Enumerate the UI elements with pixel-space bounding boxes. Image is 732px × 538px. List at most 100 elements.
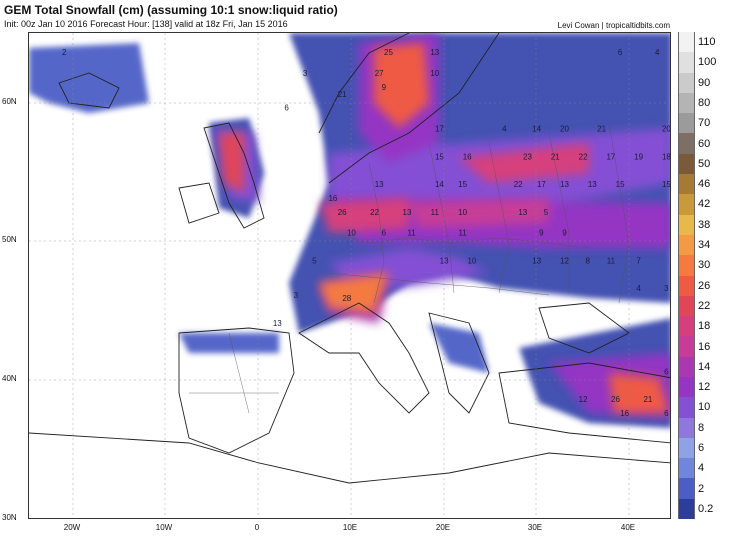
snowfall-value-label: 9	[382, 83, 387, 92]
lat-label-40n: 40N	[2, 374, 17, 383]
map-header: GEM Total Snowfall (cm) (assuming 10:1 s…	[4, 3, 338, 29]
map-title: GEM Total Snowfall (cm) (assuming 10:1 s…	[4, 3, 338, 17]
snowfall-colorbar: 110 100 90 80 70 60 50 46 42 38 34 30 26 22 18 16 14 12 10…	[678, 32, 732, 520]
snowfall-value-label: 17	[537, 180, 546, 189]
map-subtitle: Init: 00z Jan 10 2016 Forecast Hour: [13…	[4, 19, 288, 29]
colorbar-swatch-4	[678, 458, 695, 479]
colorbar-swatch-18	[678, 316, 695, 337]
snowfall-value-label: 16	[328, 194, 337, 203]
colorbar-swatch-70	[678, 113, 695, 134]
snowfall-value-label: 11	[607, 256, 616, 265]
snowfall-value-label: 13	[375, 180, 384, 189]
snowfall-map[interactable]: 2 3 25 27 13 10 6 4 9 21 6 17 4 14 20 21 20 15 16 23 21 22 17 1…	[28, 32, 671, 519]
snowfall-value-label: 6	[618, 48, 623, 57]
snowfall-value-label: 23	[523, 152, 532, 161]
snowfall-value-label: 6	[382, 229, 387, 238]
colorbar-swatch-80	[678, 92, 695, 114]
snowfall-value-label: 21	[338, 90, 347, 99]
lat-label-30n: 30N	[2, 513, 17, 522]
snowfall-value-label: 18	[662, 152, 671, 161]
snowfall-value-label: 20	[560, 125, 569, 134]
snowfall-value-label: 22	[514, 180, 523, 189]
colorbar-label-4: 4	[698, 462, 705, 475]
colorbar-swatch-42	[678, 194, 695, 216]
snowfall-value-label: 26	[338, 208, 347, 217]
colorbar-label-8: 8	[698, 421, 705, 434]
colorbar-swatch-26	[678, 275, 695, 297]
colorbar-swatch-8	[678, 417, 695, 439]
colorbar-label-80: 80	[698, 97, 711, 110]
snowfall-value-label: 17	[606, 152, 615, 161]
snowfall-value-label: 13	[403, 208, 412, 217]
colorbar-label-14: 14	[698, 360, 711, 373]
snowfall-value-label: 4	[636, 284, 641, 293]
snowfall-value-label: 16	[620, 409, 629, 418]
snowfall-value-label: 12	[579, 395, 588, 404]
lat-label-60n: 60N	[2, 97, 17, 106]
snowfall-value-label: 19	[634, 152, 643, 161]
snowfall-value-label: 5	[312, 256, 317, 265]
snowfall-value-label: 10	[467, 256, 476, 265]
colorbar-swatch-6	[678, 437, 695, 459]
colorbar-label-18: 18	[698, 320, 711, 333]
snowfall-value-label: 6	[664, 367, 669, 376]
snowfall-value-label: 9	[539, 229, 544, 238]
snowfall-high	[219, 43, 669, 413]
snowfall-value-label: 9	[562, 229, 567, 238]
snowfall-value-label: 13	[430, 48, 439, 57]
colorbar-swatch-22	[678, 295, 695, 317]
snowfall-value-label: 11	[407, 229, 416, 238]
snowfall-value-label: 13	[440, 256, 449, 265]
colorbar-label-2: 2	[698, 482, 705, 495]
colorbar-label-10: 10	[698, 401, 711, 414]
colorbar-label-70: 70	[698, 117, 711, 130]
snowfall-value-label: 4	[655, 48, 660, 57]
snowfall-value-label: 4	[502, 125, 507, 134]
snowfall-value-label: 7	[636, 256, 641, 265]
snowfall-value-label: 21	[643, 395, 652, 404]
snowfall-value-label: 6	[284, 104, 289, 113]
snowfall-value-label: 22	[579, 152, 588, 161]
colorbar-label-34: 34	[698, 239, 711, 252]
colorbar-label-42: 42	[698, 198, 711, 211]
snowfall-value-label: 11	[431, 208, 440, 217]
colorbar-swatch-12	[678, 376, 695, 398]
snowfall-value-label: 13	[532, 256, 541, 265]
colorbar-label-16: 16	[698, 340, 711, 353]
snowfall-value-label: 21	[597, 125, 606, 134]
colorbar-label-0.2: 0.2	[698, 502, 714, 515]
snowfall-value-label: 26	[611, 395, 620, 404]
snowfall-value-label: 15	[458, 180, 467, 189]
snowfall-value-label: 3	[294, 291, 299, 300]
snowfall-value-label: 13	[588, 180, 597, 189]
snowfall-value-label: 12	[560, 256, 569, 265]
snowfall-value-label: 13	[273, 319, 282, 328]
lon-label-20e: 20E	[435, 523, 451, 532]
colorbar-swatch-14	[678, 356, 695, 378]
snowfall-value-label: 27	[375, 69, 384, 78]
graticule	[29, 33, 670, 518]
snowfall-value-label: 28	[342, 294, 351, 303]
lon-label-10w: 10W	[155, 523, 173, 532]
snowfall-value-label: 3	[664, 284, 669, 293]
colorbar-swatch-10	[678, 397, 695, 419]
lon-label-0: 0	[254, 523, 260, 532]
snowfall-value-label: 8	[585, 256, 590, 265]
colorbar-label-12: 12	[698, 381, 711, 394]
snowfall-value-label: 16	[463, 152, 472, 161]
colorbar-label-6: 6	[698, 441, 705, 454]
lon-label-10e: 10E	[342, 523, 358, 532]
colorbar-swatch-90	[678, 72, 695, 94]
colorbar-label-30: 30	[698, 259, 711, 272]
colorbar-swatch-2	[678, 478, 695, 500]
snowfall-value-label: 2	[62, 48, 67, 57]
snowfall-value-label: 5	[544, 208, 549, 217]
colorbar-swatch-16	[678, 336, 695, 358]
snowfall-value-label: 25	[384, 48, 393, 57]
colorbar-label-26: 26	[698, 279, 711, 292]
lon-label-30e: 30E	[527, 523, 543, 532]
snowfall-value-label: 15	[616, 180, 625, 189]
lat-label-50n: 50N	[2, 235, 17, 244]
colorbar-swatch-34	[678, 234, 695, 256]
